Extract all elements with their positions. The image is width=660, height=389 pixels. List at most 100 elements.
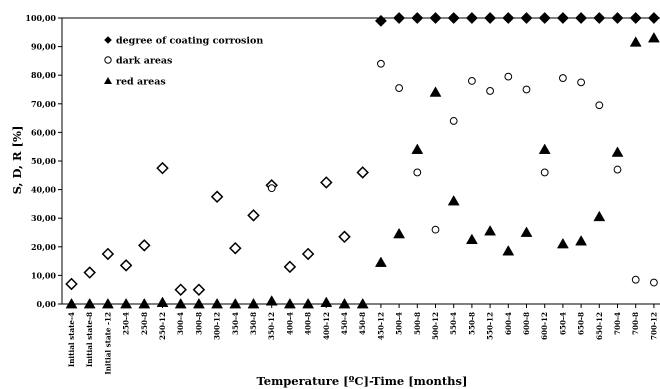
diamond-marker xyxy=(356,166,369,179)
circle-marker xyxy=(577,78,585,87)
circle-marker xyxy=(631,275,640,284)
diamond-marker xyxy=(192,283,206,296)
legend-triangle-icon xyxy=(104,77,112,84)
diamond-marker xyxy=(647,12,660,24)
series-diamond xyxy=(65,12,660,296)
diamond-marker xyxy=(156,161,169,175)
diamond-marker xyxy=(210,190,224,204)
series-triangle xyxy=(65,32,660,309)
diamond-marker xyxy=(465,12,478,24)
x-tick-label: 500-12 xyxy=(431,312,440,340)
diamond-marker xyxy=(65,277,78,291)
x-tick-label: 350-12 xyxy=(267,312,276,340)
triangle-marker xyxy=(447,195,460,206)
circle-marker xyxy=(267,184,276,193)
x-tick-label: Initial state-4 xyxy=(67,312,76,367)
x-tick-label: 550-4 xyxy=(449,312,458,335)
triangle-marker xyxy=(283,297,296,309)
triangle-marker xyxy=(611,146,624,157)
y-axis: 0,00 10,00 20,00 30,00 40,00 50,00 60,00 70,00 8… xyxy=(25,13,660,309)
y-axis-title: S, D, R [%] xyxy=(10,126,24,195)
triangle-marker xyxy=(265,295,278,306)
triangle-marker xyxy=(229,297,242,309)
diamond-marker xyxy=(593,12,606,24)
circle-marker xyxy=(449,117,458,125)
legend-label: red areas xyxy=(116,77,166,88)
circle-marker xyxy=(395,84,404,92)
diamond-marker xyxy=(429,12,442,24)
legend-label: degree of coating corrosion xyxy=(116,36,263,47)
x-tick-label: 700-4 xyxy=(613,312,622,335)
x-tick-label: 600-12 xyxy=(540,312,549,340)
y-tick-label: 70,00 xyxy=(31,99,56,109)
x-tick-label: 350-8 xyxy=(249,312,258,335)
x-tick-label: 650-4 xyxy=(558,312,567,335)
x-tick-label: 450-12 xyxy=(376,312,385,340)
diamond-marker xyxy=(484,12,497,24)
diamond-marker xyxy=(575,12,588,24)
triangle-marker xyxy=(192,297,205,309)
triangle-marker xyxy=(411,143,424,154)
triangle-marker xyxy=(575,235,588,246)
triangle-marker xyxy=(302,297,315,309)
triangle-marker xyxy=(629,36,642,47)
diamond-marker xyxy=(411,12,424,24)
x-tick-label: 400-8 xyxy=(304,312,313,335)
circle-marker xyxy=(486,87,495,95)
triangle-marker xyxy=(593,210,606,222)
diamond-marker xyxy=(119,259,133,272)
triangle-marker xyxy=(338,297,351,309)
triangle-marker xyxy=(65,297,78,309)
y-tick-label: 100,00 xyxy=(25,13,56,23)
x-tick-label: 650-8 xyxy=(577,312,586,335)
diamond-marker xyxy=(247,209,260,222)
circle-marker xyxy=(595,101,604,110)
x-tick-label: 700-12 xyxy=(649,312,658,340)
y-tick-label: 30,00 xyxy=(31,213,56,223)
circle-marker xyxy=(522,85,531,94)
triangle-marker xyxy=(320,296,333,307)
diamond-marker xyxy=(374,14,387,27)
diamond-marker xyxy=(283,260,297,274)
diamond-marker xyxy=(538,12,551,24)
circle-marker xyxy=(504,72,513,81)
x-tick-label: 450-4 xyxy=(340,312,349,335)
diamond-marker xyxy=(556,12,569,24)
x-tick-label: 550-12 xyxy=(486,312,495,340)
x-tick-label: Initial state -12 xyxy=(103,312,112,375)
y-tick-label: 50,00 xyxy=(31,156,56,166)
circle-marker xyxy=(431,225,440,234)
triangle-marker xyxy=(374,256,387,267)
x-tick-label: 550-8 xyxy=(467,312,476,335)
triangle-marker xyxy=(138,297,151,309)
triangle-marker xyxy=(174,297,187,309)
data-marks xyxy=(65,12,660,309)
triangle-marker xyxy=(647,32,660,43)
legend-label: dark areas xyxy=(116,56,172,67)
diamond-marker xyxy=(393,12,406,24)
x-tick-label: 400-12 xyxy=(322,312,331,340)
diamond-marker xyxy=(338,230,351,244)
legend-diamond-icon xyxy=(104,36,112,44)
triangle-marker xyxy=(502,245,515,256)
triangle-marker xyxy=(556,237,569,249)
x-tick-label: 700-8 xyxy=(631,312,640,335)
x-axis-title: Temperature [ºC]-Time [months] xyxy=(257,374,468,388)
diamond-marker xyxy=(320,176,333,189)
x-tick-label: 650-12 xyxy=(595,312,604,340)
triangle-marker xyxy=(211,297,224,309)
legend: degree of coating corrosion dark areas red… xyxy=(104,36,263,88)
x-tick-label: 250-12 xyxy=(158,312,167,340)
circle-marker xyxy=(468,77,476,85)
triangle-marker xyxy=(465,233,478,245)
triangle-marker xyxy=(538,143,551,154)
x-tick-label: 350-4 xyxy=(231,312,240,335)
triangle-marker xyxy=(484,225,497,236)
x-tick-label: 300-12 xyxy=(213,312,222,340)
y-tick-label: 10,00 xyxy=(31,270,56,280)
diamond-marker xyxy=(301,247,315,261)
x-tick-label: 300-4 xyxy=(176,312,185,335)
y-tick-label: 90,00 xyxy=(31,42,56,52)
diamond-marker xyxy=(229,241,242,255)
